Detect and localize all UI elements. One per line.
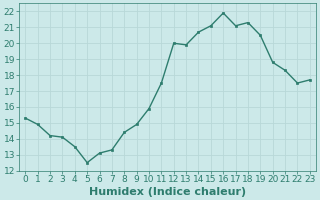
X-axis label: Humidex (Indice chaleur): Humidex (Indice chaleur)	[89, 187, 246, 197]
